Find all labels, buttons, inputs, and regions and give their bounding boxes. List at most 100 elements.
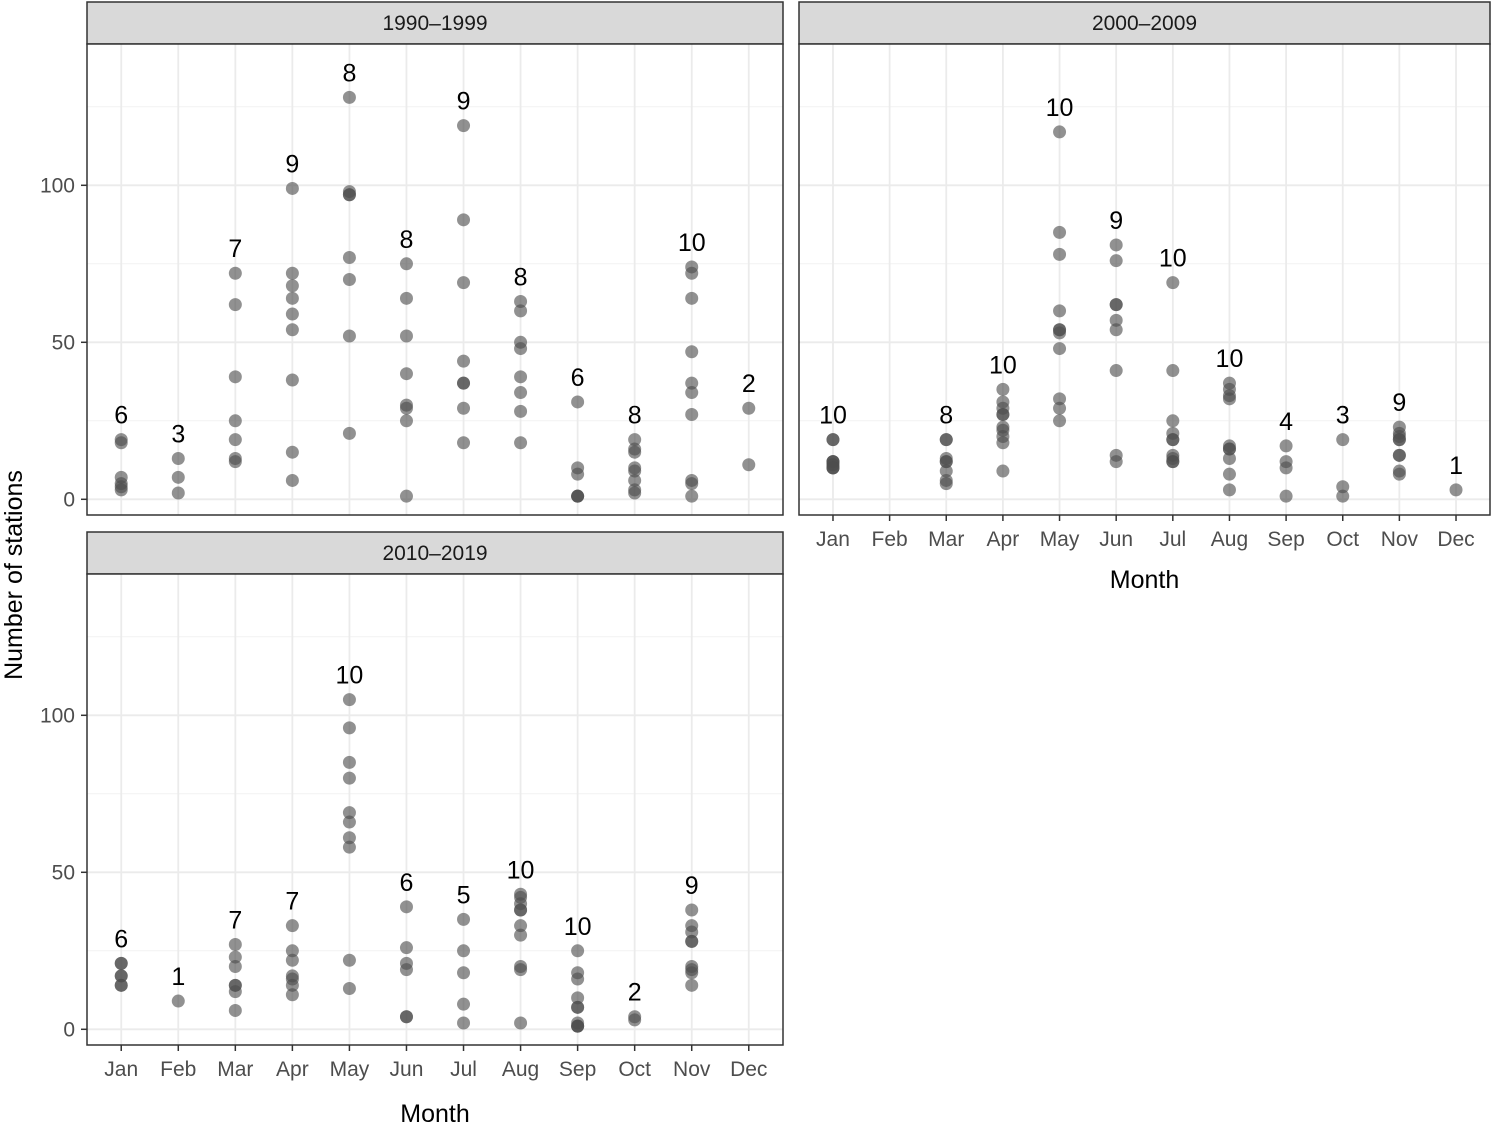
- data-point: [514, 370, 528, 384]
- data-point: [285, 988, 299, 1002]
- x-tick-label: Dec: [1437, 528, 1474, 551]
- count-label: 9: [457, 88, 471, 116]
- data-point: [114, 956, 128, 970]
- data-point: [1166, 433, 1180, 447]
- data-point: [342, 251, 356, 265]
- data-point: [685, 408, 699, 422]
- data-point: [685, 966, 699, 980]
- count-label: 5: [457, 881, 471, 909]
- count-label: 9: [1392, 389, 1406, 417]
- data-point: [826, 433, 840, 447]
- data-point: [171, 470, 185, 484]
- panel-strip-title: 1990–1999: [382, 12, 487, 35]
- data-point: [1053, 401, 1067, 415]
- x-tick-label: Jul: [1159, 528, 1186, 551]
- data-point: [228, 266, 242, 280]
- x-tick-label: Sep: [559, 1058, 596, 1081]
- panel-strip: [86, 531, 784, 575]
- y-tick-label: 100: [40, 704, 75, 727]
- data-point: [1053, 414, 1067, 428]
- data-point: [399, 900, 413, 914]
- data-point: [1166, 455, 1180, 469]
- data-point: [628, 464, 642, 478]
- count-label: 1: [171, 963, 185, 991]
- panel-strip-title: 2010–2019: [382, 542, 487, 565]
- data-point: [1053, 342, 1067, 356]
- data-point: [228, 938, 242, 952]
- data-point: [996, 382, 1010, 396]
- data-point: [285, 944, 299, 958]
- data-point: [514, 1016, 528, 1030]
- x-tick-label: Dec: [730, 1058, 767, 1081]
- data-point: [171, 451, 185, 465]
- data-point: [457, 354, 471, 368]
- data-point: [1109, 323, 1123, 337]
- count-label: 6: [114, 925, 128, 953]
- count-label: 9: [285, 150, 299, 178]
- count-label: 8: [939, 402, 953, 430]
- data-point: [342, 831, 356, 845]
- data-point: [171, 994, 185, 1008]
- data-point: [399, 489, 413, 503]
- y-tick-label: 50: [52, 861, 75, 884]
- count-label: 8: [628, 402, 642, 430]
- data-point: [228, 985, 242, 999]
- data-point: [514, 436, 528, 450]
- count-label: 8: [514, 263, 528, 291]
- data-point: [399, 257, 413, 271]
- data-point: [1109, 313, 1123, 327]
- data-point: [342, 273, 356, 286]
- data-point: [285, 953, 299, 967]
- data-point: [228, 370, 242, 384]
- data-point: [342, 329, 356, 343]
- data-point: [1166, 414, 1180, 428]
- data-point: [1222, 442, 1236, 456]
- x-tick-label: May: [330, 1058, 370, 1081]
- data-point: [457, 213, 471, 227]
- panel-strip: [86, 1, 784, 45]
- count-label: 4: [1279, 408, 1293, 436]
- data-point: [114, 969, 128, 983]
- data-point: [228, 455, 242, 469]
- data-point: [1279, 439, 1293, 453]
- x-tick-label: Feb: [872, 528, 908, 551]
- count-label: 3: [1336, 402, 1350, 430]
- data-point: [685, 266, 699, 280]
- data-point: [399, 367, 413, 381]
- data-point: [114, 978, 128, 992]
- count-label: 6: [114, 402, 128, 430]
- data-point: [1449, 483, 1463, 497]
- data-point: [1279, 461, 1293, 475]
- x-tick-label: Jan: [816, 528, 850, 551]
- data-point: [571, 467, 585, 481]
- data-point: [514, 404, 528, 418]
- data-point: [285, 266, 299, 280]
- x-tick-label: Jan: [104, 1058, 138, 1081]
- data-point: [1336, 480, 1350, 494]
- data-point: [228, 950, 242, 964]
- data-point: [1336, 433, 1350, 447]
- data-point: [939, 433, 953, 447]
- data-point: [1053, 304, 1067, 318]
- count-label: 10: [1159, 245, 1187, 273]
- count-label: 8: [342, 59, 356, 87]
- plot-area: [799, 44, 1490, 515]
- data-point: [685, 489, 699, 503]
- count-label: 3: [171, 420, 185, 448]
- data-point: [285, 181, 299, 195]
- data-point: [285, 323, 299, 337]
- data-point: [399, 329, 413, 343]
- data-point: [628, 473, 642, 487]
- data-point: [399, 291, 413, 305]
- data-point: [571, 1000, 585, 1014]
- count-label: 10: [1216, 345, 1244, 373]
- data-point: [228, 960, 242, 973]
- x-axis-title: Month: [400, 1100, 469, 1124]
- x-tick-label: Mar: [928, 528, 964, 551]
- count-label: 10: [678, 229, 706, 257]
- count-label: 10: [989, 351, 1017, 379]
- data-point: [1392, 467, 1406, 481]
- data-point: [342, 90, 356, 104]
- x-tick-label: Jun: [390, 1058, 424, 1081]
- data-point: [1109, 298, 1123, 312]
